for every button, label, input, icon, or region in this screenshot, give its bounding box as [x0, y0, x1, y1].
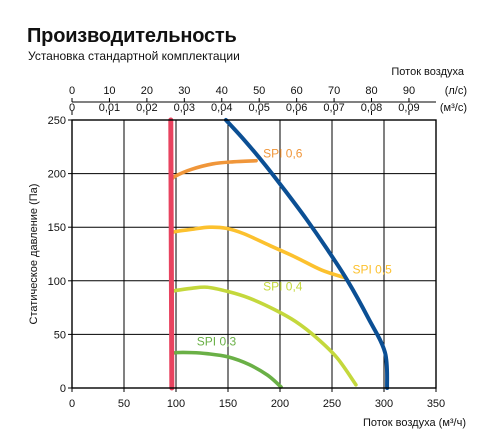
x-tick-label: 0 — [69, 398, 75, 410]
x-tick-label: 50 — [118, 398, 130, 410]
top-axis-2-tick-label: 0,05 — [248, 102, 269, 114]
series-label: SPI 0,4 — [263, 280, 303, 294]
series-spi-0-3 — [170, 350, 283, 389]
top-axis-2-tick-label: 0 — [69, 102, 75, 114]
top-axis-1-tick-label: 10 — [103, 85, 115, 97]
x-tick-label: 350 — [427, 398, 445, 410]
x-tick-label: 250 — [323, 398, 341, 410]
y-tick-label: 150 — [48, 222, 66, 234]
top-axis-1-tick-label: 0 — [69, 85, 75, 97]
top-axis-2-tick-label: 0,09 — [398, 102, 419, 114]
series-limit-line — [168, 117, 175, 391]
top-axis-2-tick-label: 0,06 — [286, 102, 307, 114]
x-tick-label: 200 — [271, 398, 289, 410]
y-tick-label: 250 — [48, 115, 66, 127]
x-axis-label: Поток воздуха (м³/ч) — [363, 417, 466, 429]
chart-subtitle: Установка стандартной комплектации — [28, 49, 240, 63]
y-tick-label: 100 — [48, 276, 66, 288]
top-axis-2-tick-label: 0,08 — [361, 102, 382, 114]
top-axis-2-unit: (м³/с) — [440, 102, 467, 114]
x-tick-label: 150 — [219, 398, 237, 410]
top-axis-2-tick-label: 0,01 — [99, 102, 120, 114]
y-tick-label: 200 — [48, 169, 66, 181]
series-spi-0-5 — [170, 225, 347, 280]
series-spi-0-4 — [170, 285, 358, 387]
top-axis-1-tick-label: 60 — [291, 85, 303, 97]
series-group — [168, 117, 390, 391]
top-axis-1-tick-label: 70 — [328, 85, 340, 97]
chart-title: Производительность — [27, 25, 237, 47]
x-tick-label: 100 — [167, 398, 185, 410]
top-axis-1-unit: (л/с) — [445, 85, 467, 97]
series-label: SPI 0,5 — [352, 263, 392, 277]
top-axis-title: Поток воздуха — [391, 66, 464, 78]
top-axis-2-tick-label: 0,03 — [174, 102, 195, 114]
series-label: SPI 0,6 — [263, 147, 303, 161]
top-axis-2-tick-label: 0,02 — [136, 102, 157, 114]
series-fan-curve — [223, 118, 390, 390]
y-tick-label: 50 — [54, 329, 66, 341]
plot-border — [71, 119, 437, 389]
axis-labels: (л/с) (м³/с) Поток воздуха Поток воздуха (м… — [28, 66, 467, 429]
y-tick-label: 0 — [60, 383, 66, 395]
top-axis-1-tick-label: 40 — [216, 85, 228, 97]
y-axis-label: Статическое давление (Па) — [28, 184, 40, 325]
x-tick-label: 300 — [375, 398, 393, 410]
top-axis-1-tick-label: 20 — [141, 85, 153, 97]
top-axis-2-tick-label: 0,07 — [323, 102, 344, 114]
series-spi-0-6 — [170, 158, 258, 181]
top-axis-1-tick-label: 30 — [178, 85, 190, 97]
plot-frame — [68, 98, 437, 392]
top-axis-1-tick-label: 50 — [253, 85, 265, 97]
top-axis-2-tick-label: 0,04 — [211, 102, 232, 114]
top-axis-1-tick-label: 90 — [403, 85, 415, 97]
top-axis-1-tick-label: 80 — [365, 85, 377, 97]
series-label: SPI 0,3 — [197, 334, 237, 348]
